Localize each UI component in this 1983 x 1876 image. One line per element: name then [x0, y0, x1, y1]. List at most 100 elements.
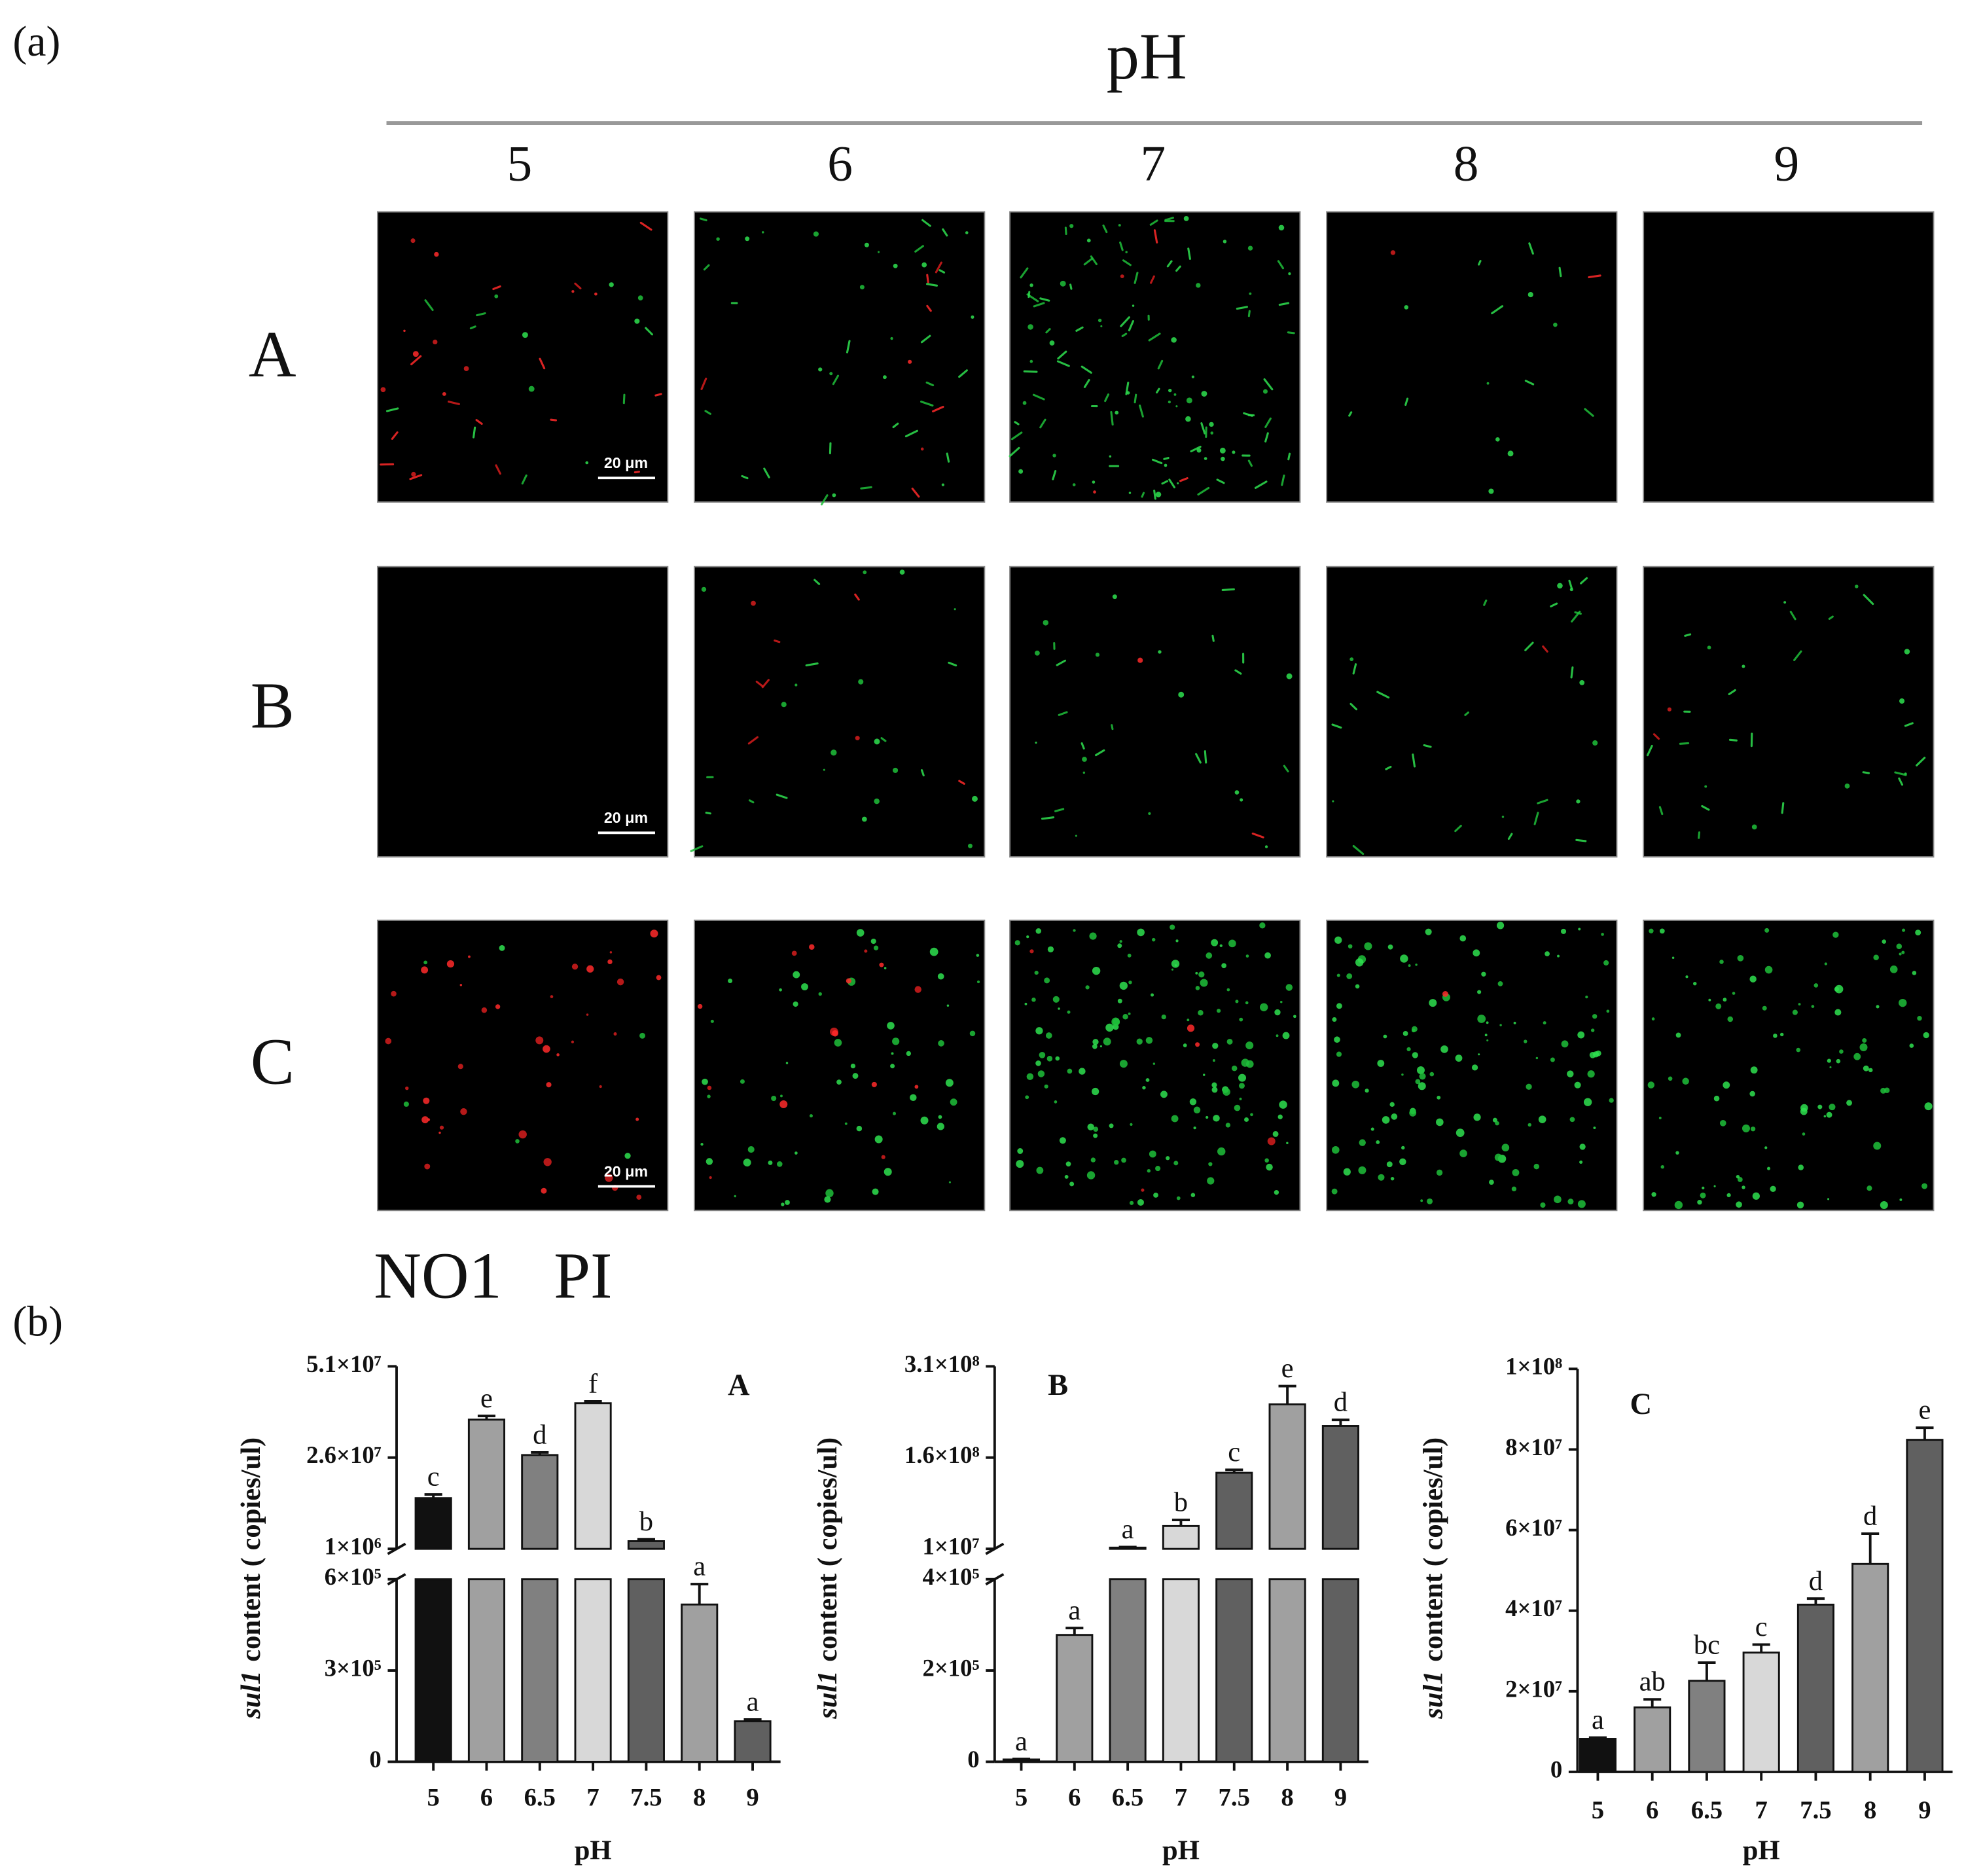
cell — [1023, 370, 1038, 373]
cell — [650, 929, 658, 938]
cell — [890, 1064, 895, 1069]
cell — [521, 474, 527, 485]
cell — [1762, 1005, 1767, 1011]
cell — [1086, 1171, 1096, 1180]
cell — [1674, 1200, 1683, 1210]
cell — [1592, 1051, 1599, 1058]
cell — [1488, 488, 1494, 494]
cell — [785, 1062, 789, 1064]
cell — [941, 483, 945, 486]
x-tick-label: 8 — [693, 1783, 706, 1811]
cell — [1168, 388, 1172, 393]
x-tick-label: 5 — [1592, 1796, 1604, 1824]
cell — [908, 359, 912, 364]
cell — [1277, 1114, 1283, 1119]
cell — [1511, 1186, 1517, 1192]
cell — [1697, 1200, 1702, 1205]
cell — [856, 1125, 863, 1132]
significance-label: d — [1809, 1566, 1823, 1596]
cell — [1796, 1201, 1804, 1209]
cell — [1044, 1084, 1048, 1089]
cell — [571, 1040, 575, 1043]
cell — [1034, 970, 1039, 975]
cell — [1884, 1087, 1890, 1093]
cell — [613, 1032, 617, 1036]
cell — [1513, 1021, 1516, 1024]
cell — [1545, 951, 1550, 956]
micrograph — [1643, 211, 1935, 503]
cell — [1175, 405, 1178, 408]
cell — [1075, 835, 1077, 837]
cell — [1764, 928, 1770, 933]
cell — [1217, 1009, 1221, 1013]
cell — [747, 736, 759, 745]
cell — [832, 1030, 838, 1037]
cell — [1196, 283, 1201, 288]
cell — [768, 1160, 773, 1165]
cell — [1111, 724, 1114, 731]
cell — [1412, 1052, 1418, 1058]
cell — [1528, 242, 1534, 255]
cell — [1198, 971, 1205, 978]
cell — [1811, 1005, 1815, 1008]
cell — [1404, 305, 1409, 310]
x-tick-label: 7 — [1755, 1796, 1768, 1824]
cell — [1196, 448, 1202, 453]
y-tick-label: 2×10⁵ — [922, 1655, 979, 1682]
cell — [1873, 1142, 1882, 1150]
cell — [781, 1202, 785, 1206]
cell — [1524, 641, 1534, 651]
cell — [457, 1064, 463, 1070]
cell — [1210, 431, 1214, 435]
cell — [1359, 1139, 1366, 1146]
cell — [1402, 1030, 1408, 1036]
cell — [1437, 1095, 1441, 1100]
cell — [1477, 1015, 1486, 1023]
cell — [1702, 1186, 1705, 1189]
cell — [1387, 944, 1393, 950]
cell — [1171, 968, 1174, 971]
x-tick-label: 7.5 — [630, 1783, 662, 1811]
cell — [1867, 1185, 1872, 1191]
cell — [710, 1019, 714, 1023]
cell — [893, 1111, 897, 1115]
cell — [1130, 1123, 1133, 1126]
cell — [883, 375, 887, 380]
cell — [1132, 304, 1135, 307]
significance-label: a — [1068, 1595, 1081, 1626]
cell — [1052, 470, 1057, 480]
micrograph — [694, 211, 986, 506]
cell — [829, 372, 833, 376]
cell — [1579, 1160, 1583, 1164]
cell — [734, 1195, 737, 1198]
cell — [1152, 1062, 1156, 1065]
bar — [1215, 1578, 1253, 1763]
cell — [1880, 1201, 1888, 1210]
cell — [1684, 633, 1692, 637]
cell — [781, 702, 787, 708]
cell — [1263, 378, 1274, 391]
cell — [1459, 1149, 1467, 1157]
significance-label: e — [1918, 1395, 1931, 1426]
y-tick-label: 0 — [1550, 1756, 1562, 1782]
y-tick-label: 5.1×10⁷ — [306, 1350, 382, 1377]
cell — [920, 769, 925, 777]
cell — [1259, 922, 1266, 929]
cell — [945, 1079, 954, 1087]
cell — [463, 366, 469, 372]
significance-label: f — [588, 1368, 598, 1399]
cell — [1899, 1198, 1903, 1201]
cell — [1125, 382, 1130, 395]
cell — [926, 304, 932, 312]
error-bar — [1806, 1597, 1825, 1605]
cell — [1277, 260, 1285, 270]
cell — [1093, 1133, 1098, 1138]
cell — [1195, 1042, 1200, 1047]
cell — [1863, 1065, 1869, 1072]
cell — [1727, 1016, 1734, 1022]
cell — [1281, 474, 1285, 486]
cell — [1190, 1193, 1196, 1197]
cell — [707, 1085, 712, 1091]
cell — [1567, 1199, 1574, 1205]
cell — [1489, 1180, 1494, 1185]
